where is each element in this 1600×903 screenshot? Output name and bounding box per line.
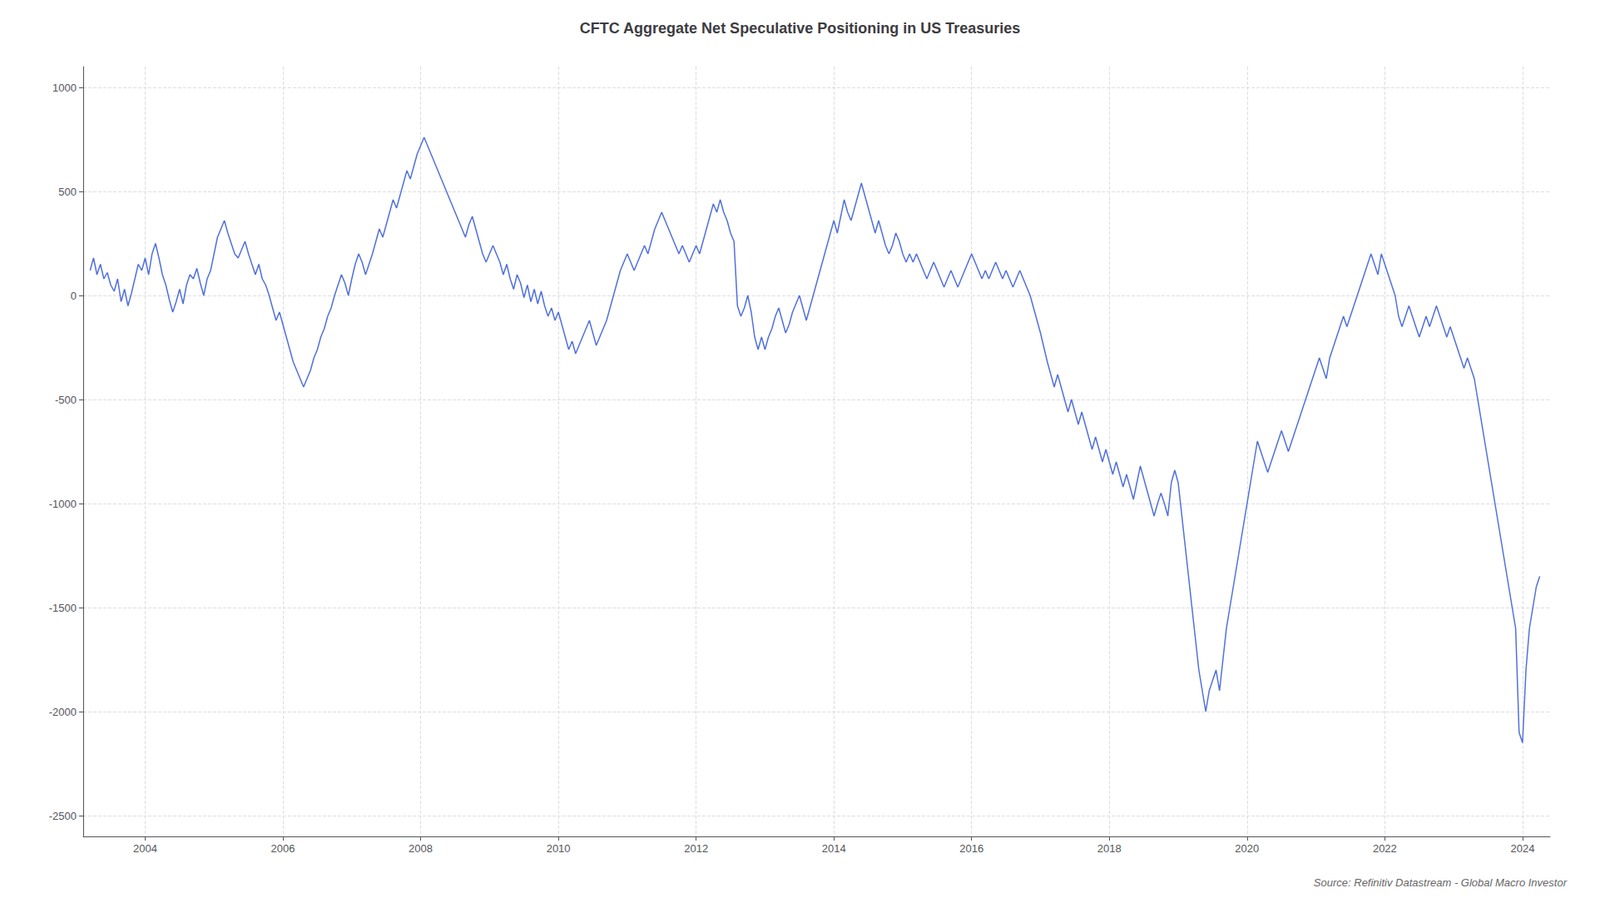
svg-text:2018: 2018	[1097, 842, 1122, 855]
svg-text:2016: 2016	[959, 842, 984, 855]
svg-text:2020: 2020	[1234, 842, 1259, 855]
svg-text:2012: 2012	[683, 842, 709, 855]
svg-text:2010: 2010	[546, 842, 571, 855]
svg-text:CFTC Aggregate Net Speculative: CFTC Aggregate Net Speculative Positioni…	[579, 19, 1021, 37]
svg-text:2004: 2004	[133, 842, 158, 855]
svg-text:500: 500	[58, 185, 77, 199]
svg-text:Source: Refinitiv Datastream -: Source: Refinitiv Datastream - Global Ma…	[1313, 876, 1568, 889]
svg-text:2006: 2006	[271, 842, 296, 855]
svg-text:2014: 2014	[822, 842, 847, 855]
svg-text:2024: 2024	[1510, 842, 1535, 855]
svg-text:-2500: -2500	[49, 809, 77, 823]
svg-text:-1000: -1000	[49, 497, 77, 511]
svg-text:2008: 2008	[408, 842, 433, 855]
svg-text:1000: 1000	[52, 81, 77, 95]
svg-text:-2000: -2000	[49, 705, 77, 719]
svg-text:2022: 2022	[1372, 842, 1397, 855]
svg-text:-500: -500	[54, 393, 77, 407]
svg-text:0: 0	[70, 289, 77, 303]
svg-text:-1500: -1500	[49, 601, 77, 615]
